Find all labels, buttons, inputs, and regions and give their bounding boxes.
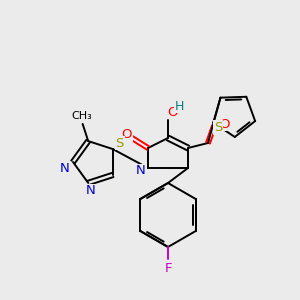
Text: O: O <box>219 118 229 130</box>
Text: O: O <box>122 128 132 142</box>
Text: S: S <box>214 121 223 134</box>
Text: F: F <box>164 262 172 275</box>
Text: S: S <box>116 136 124 150</box>
Text: O: O <box>167 106 177 118</box>
Text: N: N <box>60 161 70 175</box>
Text: N: N <box>85 184 95 197</box>
Text: N: N <box>136 164 146 178</box>
Text: H: H <box>174 100 184 112</box>
Text: CH₃: CH₃ <box>71 111 92 121</box>
